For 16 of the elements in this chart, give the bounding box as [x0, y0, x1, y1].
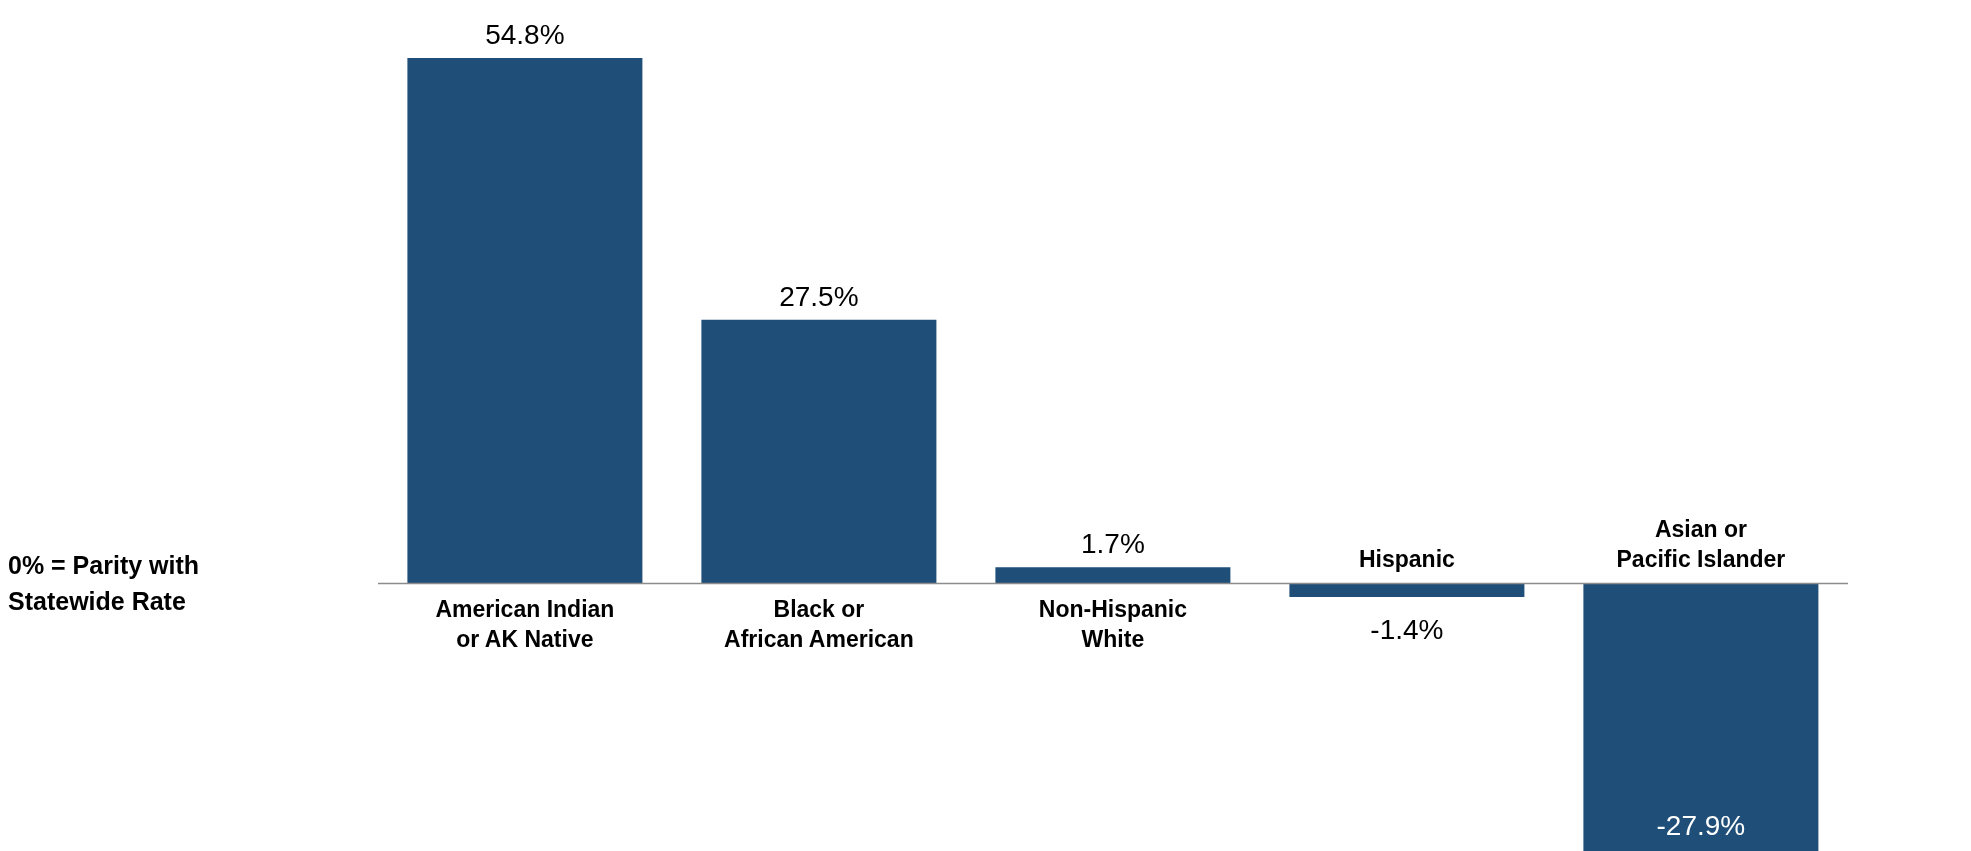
bar: [995, 567, 1231, 584]
data-label: 54.8%: [485, 19, 565, 50]
x-tick-label: Non-Hispanic White: [1038, 596, 1188, 653]
data-label: -1.4%: [1370, 613, 1444, 645]
text: 0% = Parity with Statewide Rate: [8, 550, 201, 618]
bar: [1583, 583, 1819, 851]
bar: [701, 319, 937, 584]
data-label: -27.9%: [1656, 810, 1746, 841]
data-label: 1.7%: [1080, 528, 1145, 560]
x-tick-label: Hispanic: [1358, 546, 1456, 573]
bar: [1289, 583, 1525, 597]
bar: [407, 58, 643, 584]
x-tick-label: American Indian or AK Native: [435, 596, 615, 653]
data-label: 27.5%: [779, 280, 859, 312]
x-tick-label: Asian or Pacific Islander: [1616, 516, 1786, 573]
x-tick-label: Black or African American: [724, 596, 914, 653]
